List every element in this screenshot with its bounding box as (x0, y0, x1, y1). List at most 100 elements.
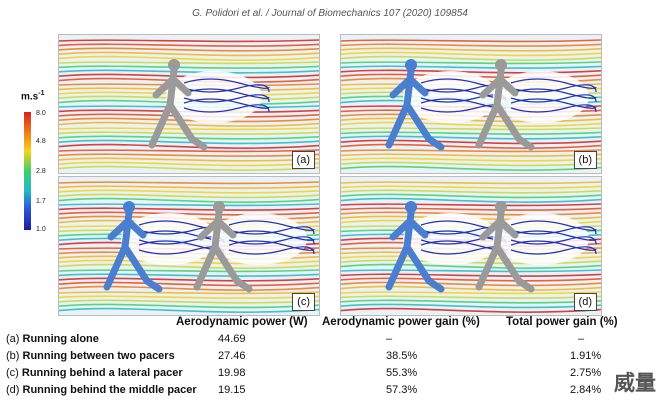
panel-label: (d) (573, 293, 597, 311)
streamline (341, 65, 601, 69)
runner-body (475, 67, 535, 151)
vortex-line (510, 78, 597, 89)
panel-label: (c) (292, 293, 315, 311)
streamline (341, 197, 601, 203)
streamline (59, 273, 319, 277)
table-row: (a) Running alone 44.69 – – (6, 333, 656, 348)
streamline (59, 139, 319, 145)
vortex-line (510, 246, 597, 255)
cell-gain: 38.5% (386, 350, 418, 362)
streamline (59, 269, 319, 273)
panel-label: (a) (291, 151, 315, 169)
header-aero-power: Aerodynamic power (W) (176, 316, 308, 328)
runner-body (148, 67, 208, 151)
vortex-line (228, 246, 315, 255)
streamline (341, 189, 601, 194)
cell-gain: – (386, 333, 393, 345)
streamline (341, 55, 601, 61)
streamline (59, 197, 319, 203)
streamline (59, 117, 319, 123)
streamline (59, 51, 319, 57)
row-label: (a) Running alone (6, 333, 99, 345)
streamline (59, 47, 319, 52)
cell-gain: 57.3% (386, 384, 418, 396)
panel-label: (b) (573, 151, 597, 169)
streamline (341, 203, 601, 207)
cell-power: 27.46 (218, 350, 246, 362)
streamline (341, 273, 601, 277)
flow-field-b (341, 35, 601, 173)
cell-total: 2.75% (570, 367, 602, 379)
streamline (59, 299, 319, 304)
runner-body (193, 209, 253, 293)
runner-head (168, 59, 180, 71)
row-label: (c) Running behind a lateral pacer (6, 367, 183, 379)
streamline (59, 135, 319, 140)
vortex-line (228, 226, 315, 235)
scale-unit: m.s-1 (21, 90, 45, 103)
streamline (341, 207, 601, 211)
streamline (59, 143, 319, 149)
cell-total: 2.84% (570, 384, 602, 396)
vortex-line (510, 220, 597, 231)
streamline (341, 185, 601, 189)
streamline (59, 43, 319, 47)
streamline (341, 121, 601, 127)
streamline (59, 277, 319, 282)
streamline (59, 157, 319, 162)
vortex-line (183, 104, 270, 113)
runner-head (495, 59, 507, 71)
streamline (59, 153, 319, 157)
journal-header: G. Polidori et al. / Journal of Biomecha… (192, 8, 468, 19)
runner-head (123, 201, 135, 213)
streamline (59, 303, 319, 309)
table-row: (c) Running behind a lateral pacer 19.98… (6, 367, 656, 382)
streamline (341, 143, 601, 149)
streamline (59, 207, 319, 211)
vortex-line (510, 230, 597, 241)
streamline (341, 295, 601, 299)
streamline (59, 131, 319, 135)
streamline (341, 165, 601, 171)
vortex-line (510, 98, 597, 109)
streamline (59, 291, 319, 295)
vortex-line (510, 240, 597, 251)
table-row: (b) Running between two pacers 27.46 38.… (6, 350, 656, 365)
row-label: (b) Running between two pacers (6, 350, 175, 362)
panel-b: (b) (340, 34, 602, 174)
streamline (341, 47, 601, 52)
vortex-line (183, 88, 270, 99)
watermark: 威量 (604, 371, 656, 397)
streamline (341, 139, 601, 145)
streamline (59, 189, 319, 194)
streamline (341, 307, 601, 313)
runner-head (495, 201, 507, 213)
table-row: (d) Running behind the middle pacer 19.1… (6, 384, 656, 399)
streamline (59, 193, 319, 199)
vortex-line (510, 84, 597, 93)
streamline (341, 299, 601, 304)
streamline (341, 149, 601, 153)
cell-power: 44.69 (218, 333, 246, 345)
runner-body (103, 209, 163, 293)
scale-tick: 1.0 (36, 226, 46, 233)
runner-body (385, 67, 445, 151)
row-label: (d) Running behind the middle pacer (6, 384, 197, 396)
flow-field-a (59, 35, 319, 173)
vortex-line (228, 240, 315, 251)
streamline (59, 127, 319, 131)
streamline (59, 307, 319, 313)
vortex-line (510, 226, 597, 235)
streamline (341, 277, 601, 282)
streamline (341, 181, 601, 185)
cell-power: 19.15 (218, 384, 246, 396)
streamline (341, 281, 601, 287)
cell-total: – (578, 333, 585, 345)
runner-head (213, 201, 225, 213)
cell-power: 19.98 (218, 367, 246, 379)
streamline (59, 203, 319, 207)
header-aero-gain: Aerodynamic power gain (%) (322, 316, 480, 328)
vortex-line (228, 230, 315, 241)
streamline (341, 39, 601, 43)
runner-head (405, 201, 417, 213)
